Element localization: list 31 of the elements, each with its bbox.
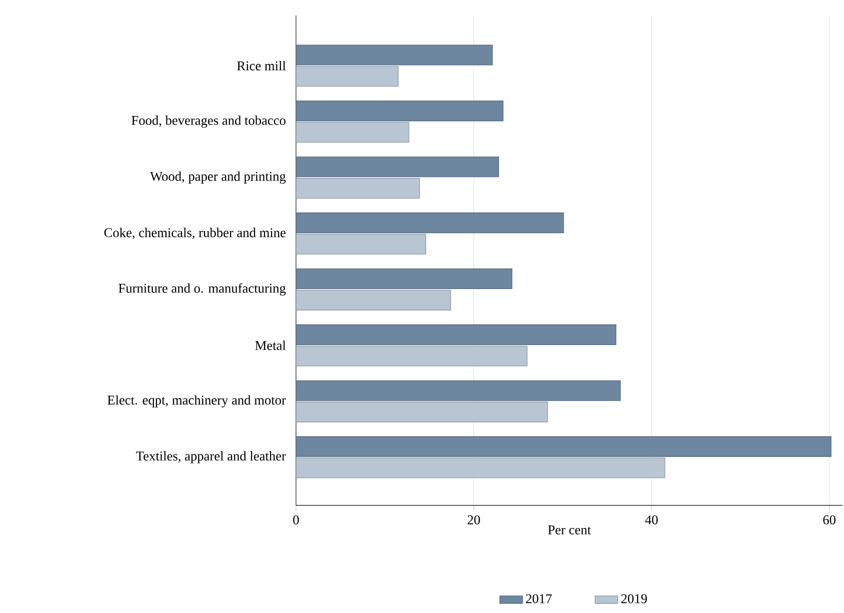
bar: [296, 268, 512, 289]
y-tick-label: Elect. eqpt, machinery and motor: [108, 395, 286, 408]
bar: [296, 212, 564, 233]
y-tick-label: Textiles, apparel and leather: [136, 451, 286, 464]
x-axis-title: Per cent: [548, 525, 591, 534]
legend-label: 2019: [621, 594, 647, 604]
y-tick-label: Metal: [255, 340, 286, 350]
bar: [296, 156, 499, 177]
bar: [296, 290, 451, 310]
bar: [296, 66, 398, 86]
bar: [296, 402, 548, 422]
x-tick-label: 40: [645, 515, 658, 524]
bar: [296, 457, 666, 478]
y-tick-label: Food, beverages and tobacco: [132, 115, 286, 128]
bar: [296, 234, 426, 254]
bar: [296, 380, 621, 401]
bar: [296, 324, 616, 345]
y-tick-label: Furniture and o. manufacturing: [118, 283, 286, 296]
y-tick-label: Rice mill: [237, 60, 286, 70]
bar: [296, 122, 410, 142]
bar: [296, 436, 832, 457]
bar: [296, 100, 504, 122]
bar: [296, 178, 420, 198]
bar: [296, 346, 528, 366]
x-tick-label: 20: [468, 515, 480, 524]
x-tick-label: 0: [293, 515, 299, 524]
legend-label: 2017: [526, 594, 552, 604]
bar: [296, 44, 493, 66]
y-tick-label: Wood, paper and printing: [150, 171, 286, 184]
y-tick-label: Coke, chemicals, rubber and mine: [104, 228, 286, 239]
x-tick-label: 60: [823, 515, 836, 524]
